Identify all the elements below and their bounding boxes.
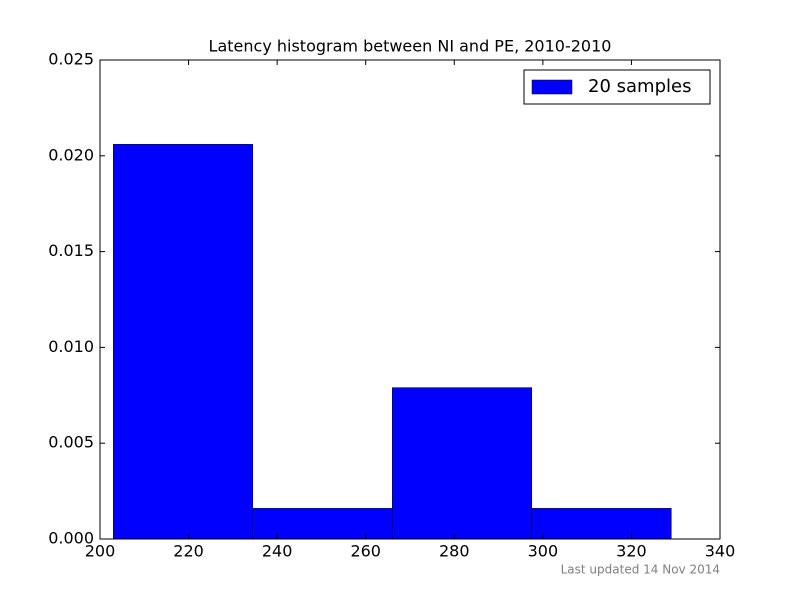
chart-title: Latency histogram between NI and PE, 201… [209, 37, 612, 56]
x-tick-label: 240 [262, 542, 293, 561]
bar [113, 144, 254, 540]
y-tick-label: 0.000 [48, 529, 94, 548]
y-tick-label: 0.025 [48, 50, 94, 69]
y-tick-label: 0.005 [48, 433, 94, 452]
bar [252, 508, 393, 540]
x-tick-label: 300 [528, 542, 559, 561]
legend-label: 20 samples [588, 76, 691, 97]
bar [531, 508, 672, 540]
x-tick-label: 340 [705, 542, 736, 561]
x-tick-label: 200 [85, 542, 116, 561]
plot-frame [99, 59, 721, 540]
legend-swatch [531, 79, 573, 95]
x-tick-label: 280 [439, 542, 470, 561]
y-tick-label: 0.010 [48, 337, 94, 356]
footnote: Last updated 14 Nov 2014 [561, 563, 720, 577]
x-tick-label: 320 [616, 542, 647, 561]
bar [392, 387, 533, 540]
x-tick-label: 260 [350, 542, 381, 561]
y-tick-label: 0.015 [48, 241, 94, 260]
x-tick-label: 220 [173, 542, 204, 561]
y-tick-label: 0.020 [48, 145, 94, 164]
